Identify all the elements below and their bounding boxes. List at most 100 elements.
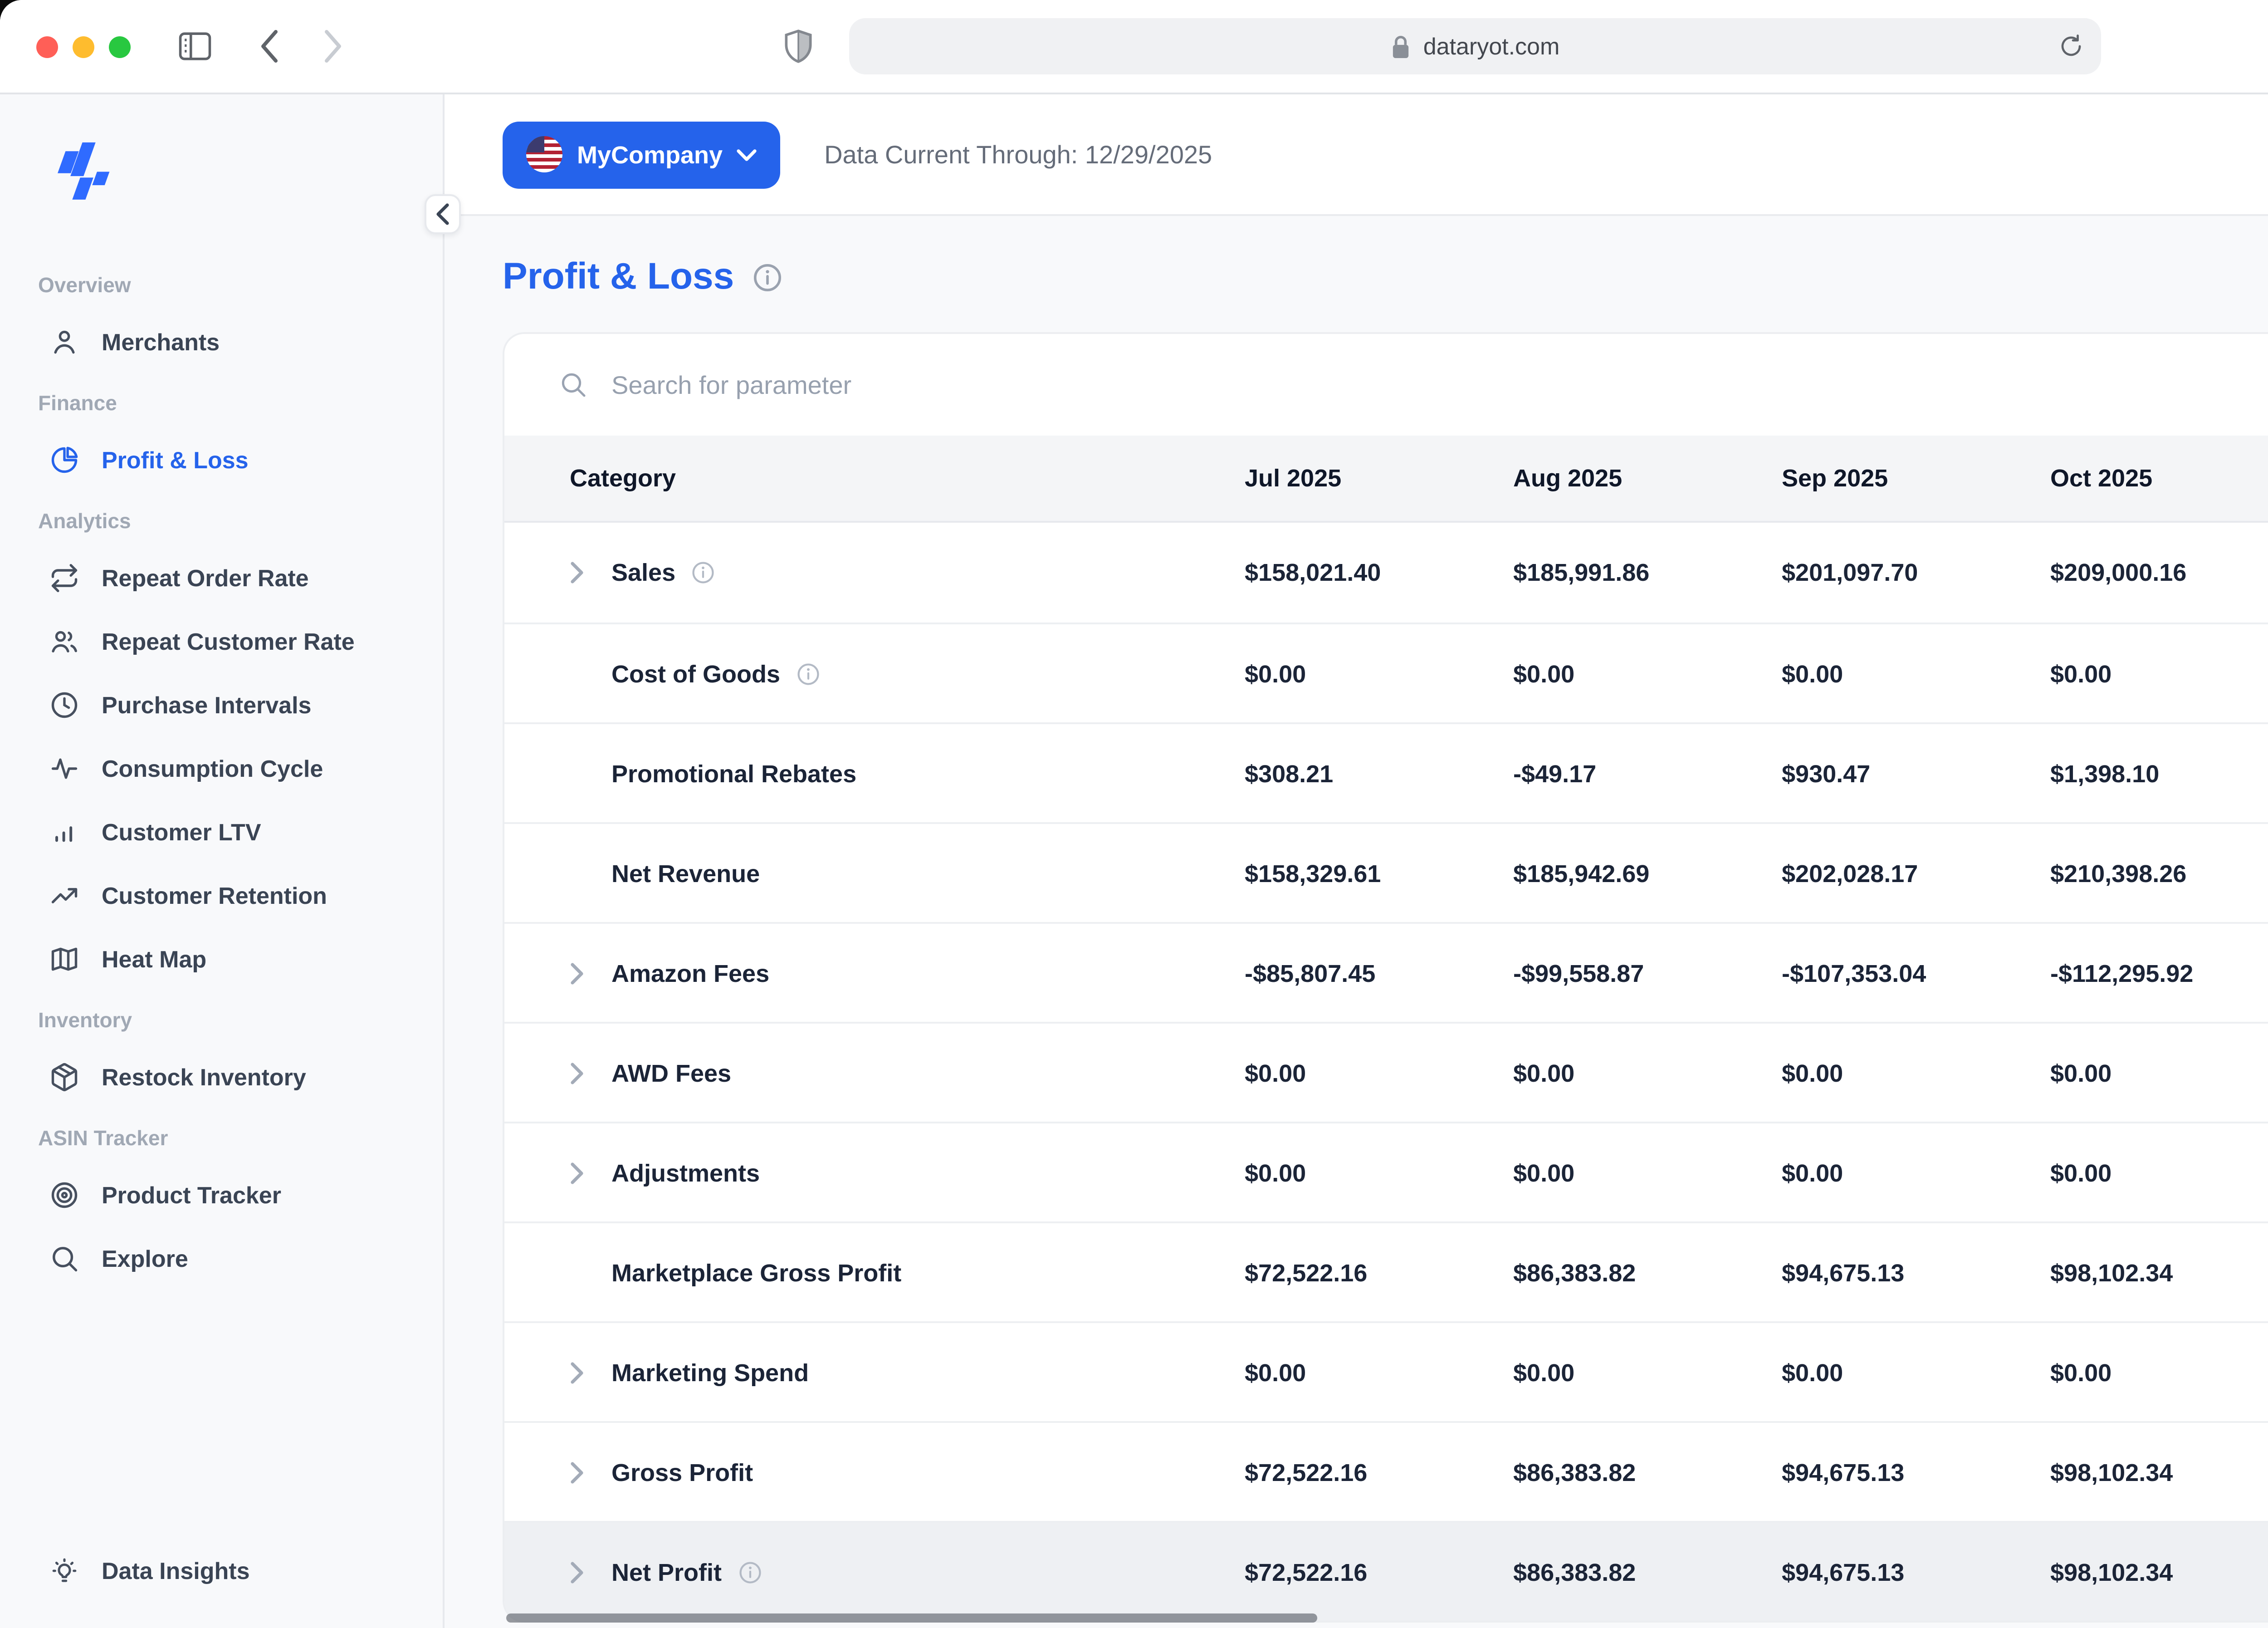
- sidebar-footer: Data Insights: [0, 1539, 443, 1603]
- table-row-adjustments: Adjustments$0.00$0.00$0.00$0.00$0.00$0.0…: [504, 1122, 2268, 1221]
- table-cell: $0.00: [1782, 1059, 1843, 1086]
- row-category-label: AWD Fees: [611, 1059, 732, 1086]
- table-cell: $0.00: [2050, 1358, 2112, 1386]
- chevron-right-icon[interactable]: [570, 1360, 611, 1384]
- us-flag-icon: [526, 136, 562, 172]
- table-cell: $98,102.34: [2050, 1558, 2173, 1585]
- table-cell: $308.21: [1245, 760, 1334, 787]
- sidebar-item-purchase-intervals[interactable]: Purchase Intervals: [0, 673, 425, 737]
- sidebar-item-product-tracker[interactable]: Product Tracker: [0, 1163, 425, 1227]
- sidebar-section-overview: Overview: [38, 276, 131, 298]
- table-cell: $98,102.34: [2050, 1458, 2173, 1486]
- chevron-right-icon[interactable]: [570, 1061, 611, 1084]
- data-current-through: Data Current Through: 12/29/2025: [824, 140, 1212, 169]
- sidebar-item-customer-ltv[interactable]: Customer LTV: [0, 800, 425, 864]
- sidebar-item-merchants[interactable]: Merchants: [0, 310, 425, 374]
- table-row-net-revenue: Net Revenue $158,329.61 $185,942.69 $202,02…: [504, 822, 2268, 922]
- search-icon: [49, 1243, 80, 1274]
- users-icon: [49, 626, 80, 657]
- map-icon: [49, 944, 80, 975]
- zoom-button[interactable]: [109, 36, 131, 58]
- table-row-cost-of-goods: Cost of Goods$0.00$0.00$0.00$0.00$0.00$0…: [504, 623, 2268, 722]
- row-category-label: Net Revenue: [611, 859, 760, 887]
- table-cell: $0.00: [1782, 660, 1843, 687]
- target-icon: [49, 1180, 80, 1211]
- table-cell: $94,675.13: [1782, 1259, 1905, 1286]
- table-cell: $0.00: [1245, 660, 1306, 687]
- chevron-right-icon[interactable]: [570, 1460, 611, 1484]
- company-name: MyCompany: [577, 141, 723, 168]
- sidebar-nav: Overview Merchants Finance Profit & Loss Ana…: [0, 274, 443, 1290]
- app-header: MyCompany Data Current Through: 12/29/20…: [445, 94, 2268, 216]
- table-cell: $72,522.16: [1245, 1558, 1368, 1585]
- sidebar-item-label: Repeat Order Rate: [102, 564, 309, 592]
- forward-button-icon[interactable]: [323, 29, 343, 64]
- sidebar-item-profit-loss[interactable]: Profit & Loss: [0, 428, 425, 492]
- table-cell: $185,942.69: [1513, 859, 1650, 887]
- company-selector-button[interactable]: MyCompany: [503, 121, 781, 188]
- column-header-aug-2025: Aug 2025: [1513, 465, 1623, 492]
- chevron-right-icon[interactable]: [570, 1161, 611, 1184]
- info-icon[interactable]: [752, 263, 781, 292]
- sidebar-item-repeat-customer-rate[interactable]: Repeat Customer Rate: [0, 610, 425, 673]
- close-button[interactable]: [36, 36, 58, 58]
- sidebar-item-restock-inventory[interactable]: Restock Inventory: [0, 1045, 425, 1109]
- column-header-category: Category: [570, 465, 676, 492]
- search-input[interactable]: [608, 368, 2268, 401]
- table-cell: $86,383.82: [1513, 1259, 1636, 1286]
- table-body: Sales $158,021.40 $185,991.86 $201,097.70 $2…: [504, 523, 2268, 1621]
- address-bar[interactable]: dataryot.com: [849, 18, 2101, 74]
- sidebar-item-label: Customer Retention: [102, 882, 327, 909]
- sidebar-section-inventory: Inventory: [38, 1011, 132, 1033]
- sidebar-item-label: Purchase Intervals: [102, 691, 312, 719]
- table-row-awd-fees: AWD Fees$0.00$0.00$0.00$0.00$0.00$0.00: [504, 1022, 2268, 1122]
- table-cell: $0.00: [2050, 1059, 2112, 1086]
- lightbulb-icon: [49, 1555, 80, 1586]
- privacy-shield-icon[interactable]: [784, 27, 813, 65]
- sidebar-item-label: Restock Inventory: [102, 1064, 306, 1091]
- back-button-icon[interactable]: [259, 29, 279, 64]
- chevron-left-icon: [436, 203, 449, 225]
- table-cell: $201,097.70: [1782, 559, 1918, 586]
- trending-up-icon: [49, 880, 80, 911]
- bar-chart-icon: [49, 817, 80, 848]
- minimize-button[interactable]: [73, 36, 94, 58]
- sidebar-item-label: Data Insights: [102, 1557, 250, 1584]
- app-logo-icon[interactable]: [44, 131, 443, 207]
- user-icon: [49, 327, 80, 358]
- column-header-jul-2025: Jul 2025: [1245, 465, 1342, 492]
- info-icon[interactable]: [692, 561, 715, 584]
- sidebar-item-repeat-order-rate[interactable]: Repeat Order Rate: [0, 546, 425, 610]
- sidebar-item-data-insights[interactable]: Data Insights: [0, 1539, 443, 1603]
- table-cell: $72,522.16: [1245, 1259, 1368, 1286]
- row-category-label: Sales: [611, 559, 676, 586]
- table-cell: -$85,807.45: [1245, 959, 1376, 986]
- sidebar-item-consumption-cycle[interactable]: Consumption Cycle: [0, 737, 425, 800]
- clock-icon: [49, 690, 80, 721]
- sidebar-item-customer-retention[interactable]: Customer Retention: [0, 864, 425, 927]
- horizontal-scrollbar[interactable]: [506, 1613, 1317, 1623]
- info-icon[interactable]: [797, 662, 820, 685]
- table-row-net-profit: Net Profit $72,522.16 $86,383.82 $94,675.13…: [504, 1521, 2268, 1621]
- reload-icon[interactable]: [2058, 31, 2085, 62]
- table-row-promotional-rebates: Promotional Rebates $308.21 -$49.17 $930.47…: [504, 722, 2268, 822]
- table-cell: -$49.17: [1513, 760, 1597, 787]
- chevron-right-icon[interactable]: [570, 1560, 611, 1584]
- sidebar-toggle-icon[interactable]: [178, 31, 212, 62]
- url-text: dataryot.com: [1423, 33, 1560, 60]
- sidebar-item-explore[interactable]: Explore: [0, 1227, 425, 1290]
- sidebar-collapse-button[interactable]: [425, 194, 461, 234]
- table-header-row: Category Jul 2025 Aug 2025 Sep 2025 Oct 2025…: [504, 436, 2268, 523]
- repeat-icon: [49, 563, 80, 593]
- sidebar-item-label: Explore: [102, 1245, 188, 1272]
- table-cell: $930.47: [1782, 760, 1871, 787]
- info-icon[interactable]: [738, 1560, 762, 1584]
- table-row-gross-profit: Gross Profit $72,522.16 $86,383.82 $94,675.…: [504, 1421, 2268, 1521]
- chevron-down-icon: [737, 148, 757, 160]
- chevron-right-icon[interactable]: [570, 961, 611, 985]
- browser-chrome: dataryot.com: [0, 0, 2268, 94]
- sidebar-item-heat-map[interactable]: Heat Map: [0, 927, 425, 991]
- table-cell: $94,675.13: [1782, 1458, 1905, 1486]
- chevron-right-icon[interactable]: [570, 561, 611, 584]
